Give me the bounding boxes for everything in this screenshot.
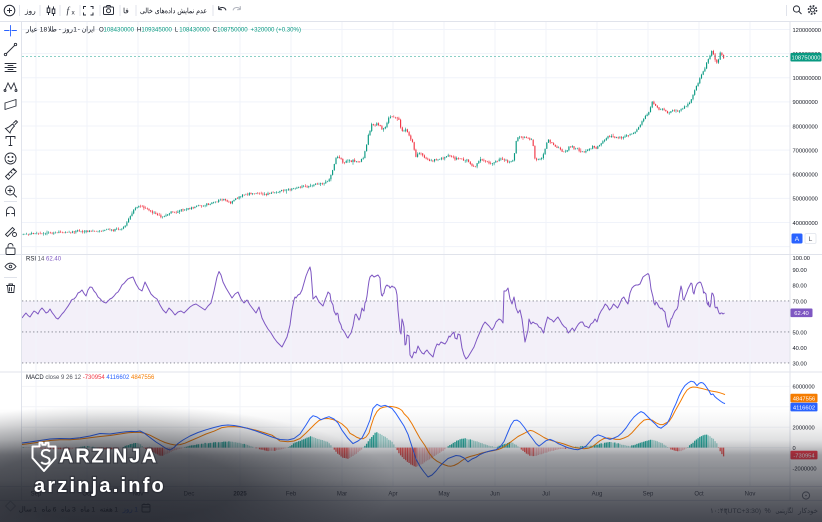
svg-text:108750000: 108750000 (791, 56, 820, 62)
svg-text:50.00: 50.00 (793, 331, 807, 337)
svg-text:A: A (795, 236, 800, 243)
svg-text:120000000: 120000000 (793, 28, 821, 34)
svg-text:80.00: 80.00 (793, 284, 807, 290)
svg-text:108750000: 108750000 (217, 27, 248, 34)
svg-text:100000000: 100000000 (793, 76, 821, 82)
svg-text:62.40: 62.40 (794, 311, 809, 317)
svg-text:O: O (99, 27, 104, 34)
svg-text:80000000: 80000000 (793, 124, 818, 130)
svg-text:18: 18 (40, 27, 48, 34)
svg-text:arzinja.info: arzinja.info (34, 475, 166, 497)
svg-text:100.00: 100.00 (793, 256, 810, 262)
svg-text:ARZINJA: ARZINJA (59, 446, 158, 468)
svg-text:-: - (78, 26, 80, 33)
svg-text:4847556: 4847556 (793, 396, 816, 402)
svg-text:60000000: 60000000 (793, 173, 818, 179)
svg-text:C: C (213, 27, 218, 34)
svg-text:H: H (137, 27, 141, 34)
svg-text:L: L (809, 236, 813, 243)
svg-text:-: - (59, 26, 61, 33)
svg-text:90.00: 90.00 (793, 268, 807, 274)
svg-text:L: L (175, 27, 179, 34)
svg-text:70000000: 70000000 (793, 148, 818, 154)
svg-text:arzinja.info: arzinja.info (34, 475, 166, 497)
svg-text:+320000 (+0.30%): +320000 (+0.30%) (251, 27, 301, 34)
svg-text:50000000: 50000000 (793, 197, 818, 203)
svg-text:70.00: 70.00 (793, 299, 807, 305)
svg-text:40.00: 40.00 (793, 346, 807, 352)
svg-text:1: 1 (73, 27, 77, 34)
svg-text:109345000: 109345000 (141, 27, 172, 34)
svg-text:40000000: 40000000 (793, 221, 818, 227)
svg-text:30.00: 30.00 (793, 362, 807, 368)
svg-text:x: x (72, 10, 76, 17)
svg-text:108430000: 108430000 (179, 27, 210, 34)
svg-text:108430000: 108430000 (104, 27, 135, 34)
svg-text:RSI 14 62.40: RSI 14 62.40 (26, 257, 62, 263)
svg-text:90000000: 90000000 (793, 100, 818, 106)
svg-text:MACD close 9 26 12 -730954 411: MACD close 9 26 12 -730954 4116602 48475… (26, 375, 155, 381)
svg-text:f: f (67, 6, 71, 17)
svg-text:6000000: 6000000 (793, 385, 815, 391)
svg-text:ARZINJA: ARZINJA (59, 446, 158, 468)
